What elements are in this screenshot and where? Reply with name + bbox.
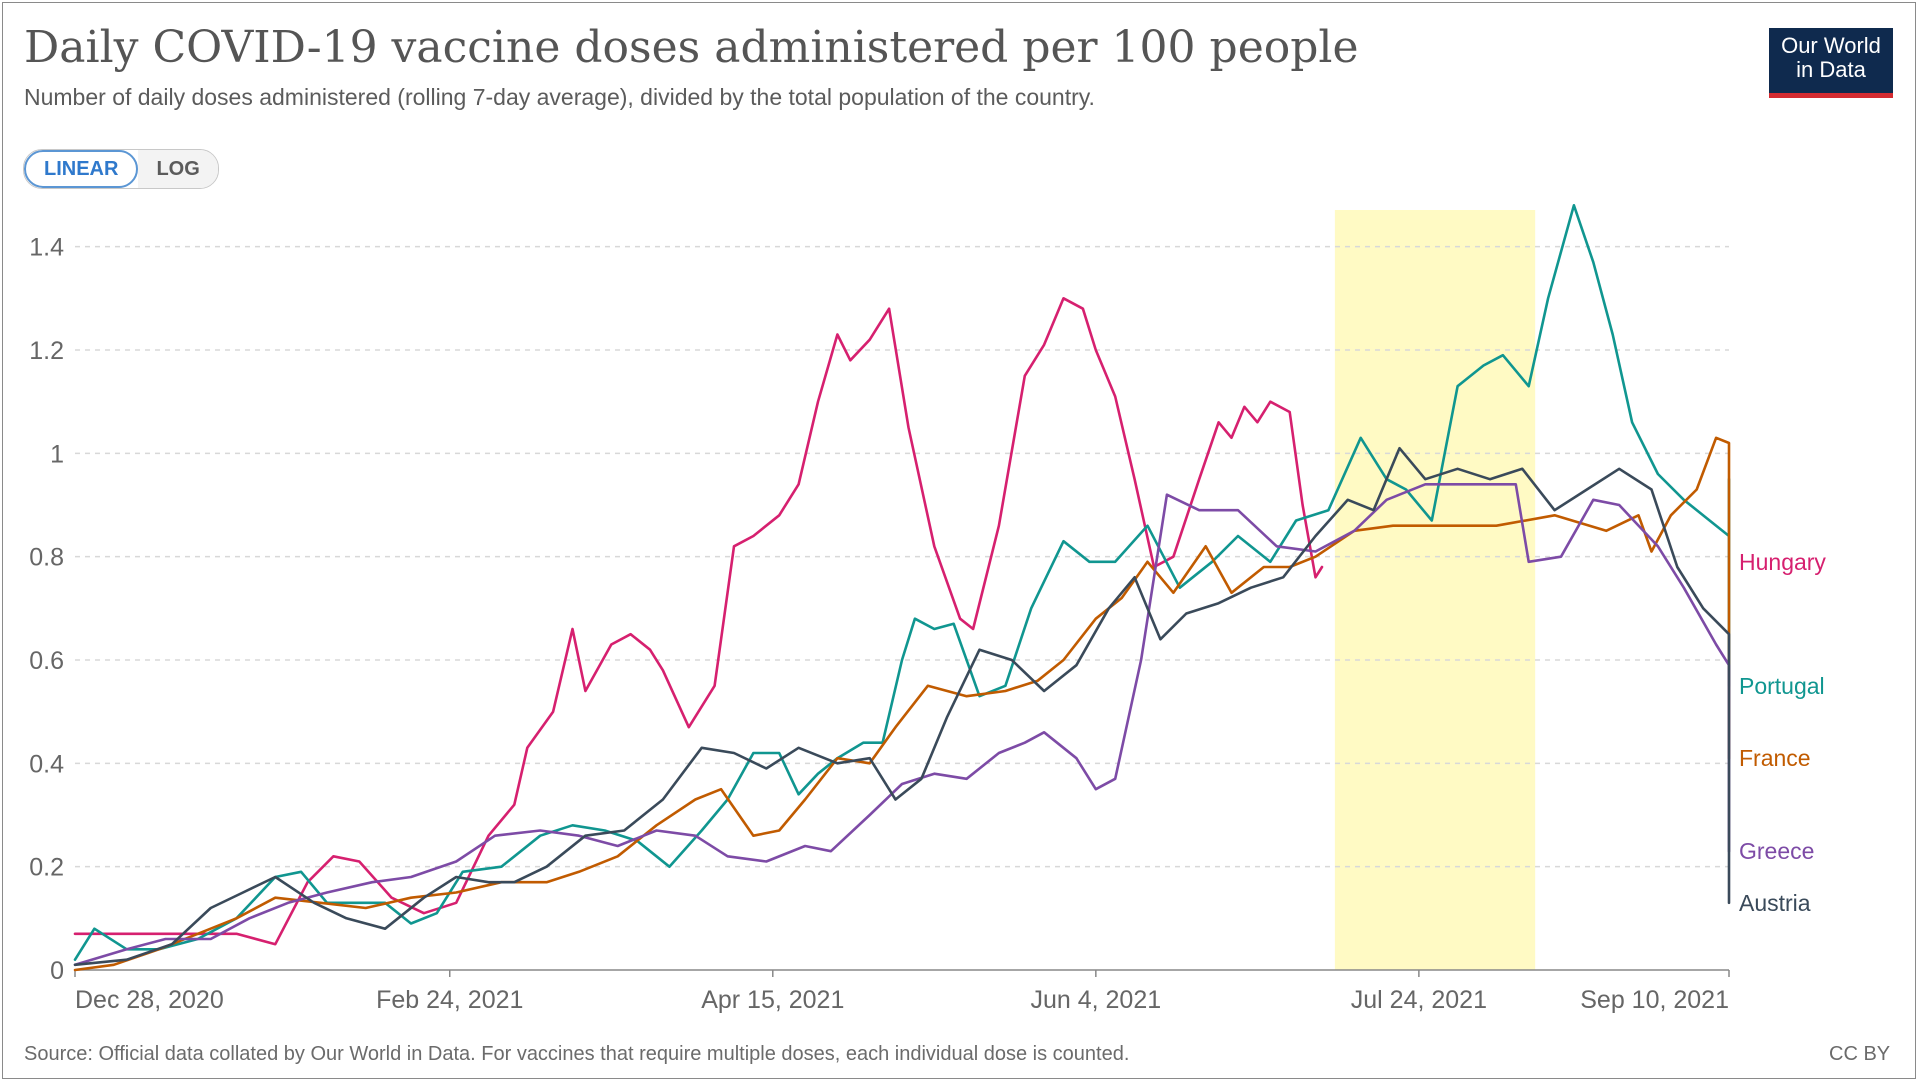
- x-tick-label: Feb 24, 2021: [376, 986, 523, 1014]
- logo-line-2: in Data: [1796, 57, 1866, 82]
- y-tick-label: 0.6: [29, 647, 64, 675]
- series-line-hungary: [73, 297, 1324, 946]
- chart-title: Daily COVID-19 vaccine doses administere…: [24, 22, 1359, 73]
- y-tick-label: 0.2: [29, 854, 64, 882]
- scale-toggle: LINEAR LOG: [23, 149, 219, 189]
- series-label-hungary: Hungary: [1739, 549, 1826, 575]
- y-tick-label: 1.4: [29, 234, 64, 262]
- owid-logo[interactable]: Our World in Data: [1769, 28, 1893, 98]
- x-tick-label: Jun 4, 2021: [1030, 986, 1161, 1014]
- logo-line-1: Our World: [1781, 33, 1881, 58]
- x-tick-label: Apr 15, 2021: [701, 986, 844, 1014]
- linear-scale-button[interactable]: LINEAR: [24, 150, 139, 188]
- x-tick-label: Dec 28, 2020: [75, 986, 224, 1014]
- series-label-france: France: [1739, 745, 1811, 771]
- y-tick-label: 1: [50, 440, 64, 468]
- series-label-greece: Greece: [1739, 838, 1814, 864]
- x-tick-label: Sep 10, 2021: [1580, 986, 1729, 1014]
- y-tick-label: 1.2: [29, 337, 64, 365]
- series-line-portugal: [73, 204, 1731, 961]
- log-scale-button[interactable]: LOG: [138, 150, 218, 188]
- highlight-band: [1334, 210, 1536, 970]
- y-tick-label: 0.8: [29, 544, 64, 572]
- series-line-austria: [73, 446, 1731, 967]
- y-tick-label: 0.4: [29, 750, 64, 778]
- source-note: Source: Official data collated by Our Wo…: [24, 1043, 1130, 1065]
- x-tick-label: Jul 24, 2021: [1351, 986, 1487, 1014]
- y-tick-label: 0: [50, 957, 64, 985]
- license-label[interactable]: CC BY: [1829, 1043, 1891, 1065]
- series-label-portugal: Portugal: [1739, 673, 1825, 699]
- series-label-austria: Austria: [1739, 890, 1811, 916]
- chart-subtitle: Number of daily doses administered (roll…: [24, 84, 1095, 110]
